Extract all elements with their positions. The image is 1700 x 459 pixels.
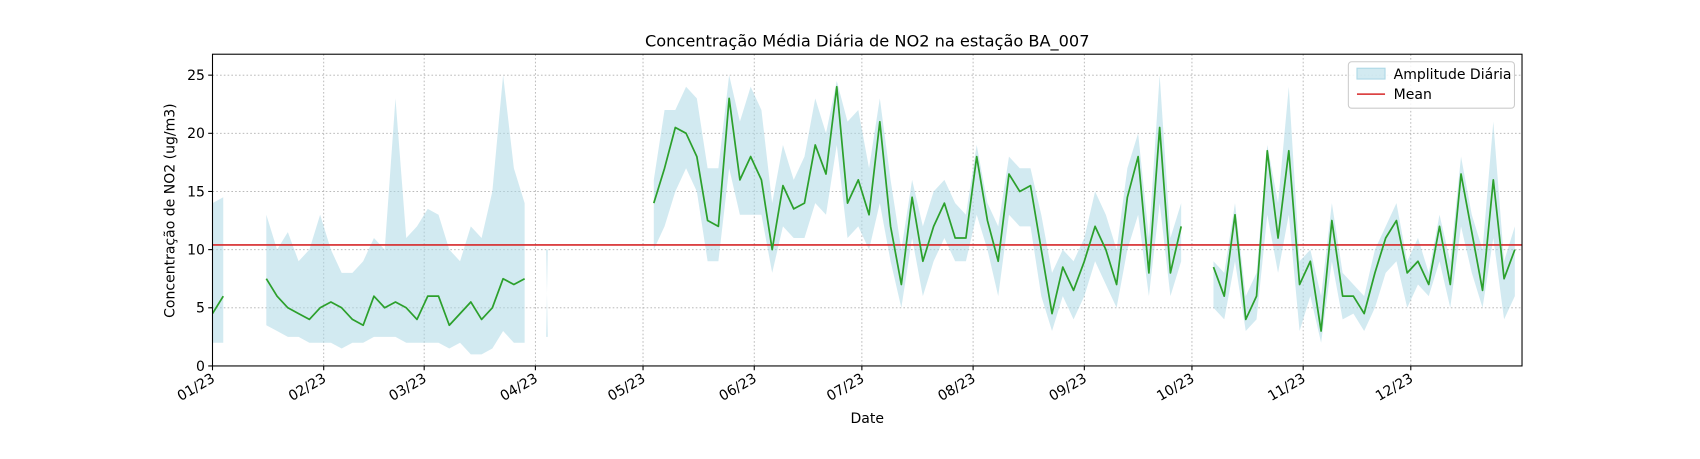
y-tick-label: 5 — [196, 301, 205, 317]
y-tick-label: 20 — [187, 126, 205, 142]
chart-title: Concentração Média Diária de NO2 na esta… — [645, 32, 1090, 52]
band-area — [266, 75, 525, 355]
band-area — [546, 249, 548, 337]
y-axis-label: Concentração de NO2 (ug/m3) — [163, 103, 179, 318]
legend-label: Mean — [1394, 87, 1432, 103]
legend-box — [1347, 61, 1516, 109]
y-tick-label: 0 — [196, 359, 205, 375]
legend-swatch — [1356, 67, 1386, 80]
y-tick-label: 15 — [187, 184, 205, 200]
y-tick-label: 10 — [187, 242, 205, 258]
series-line — [212, 85, 1516, 332]
x-axis-label: Date — [851, 411, 885, 427]
band-area — [653, 75, 1182, 332]
band-area — [212, 197, 224, 343]
y-tick-label: 25 — [187, 68, 205, 84]
legend-label: Amplitude Diária — [1394, 67, 1512, 83]
plot-frame — [211, 53, 1523, 367]
